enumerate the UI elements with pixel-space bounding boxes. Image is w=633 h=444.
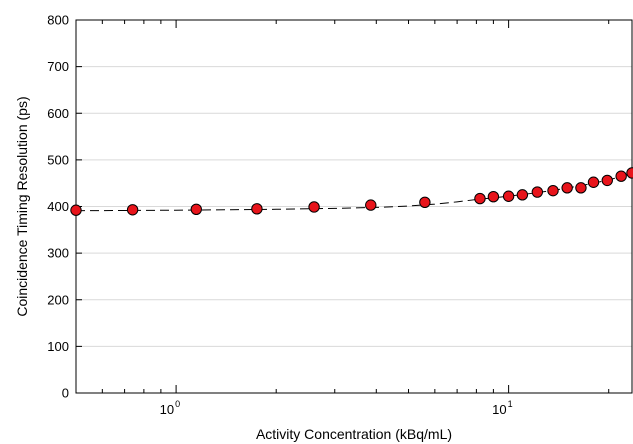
data-points xyxy=(71,168,633,216)
y-tick-label: 100 xyxy=(47,339,69,354)
x-tick-label: 10 0 xyxy=(160,399,180,417)
data-point xyxy=(420,197,430,207)
y-tick-label: 0 xyxy=(62,386,69,401)
data-point xyxy=(191,204,201,214)
y-tick-label: 600 xyxy=(47,106,69,121)
x-tick-label-base: 10 xyxy=(160,402,174,417)
y-axis-title: Coincidence Timing Resolution (ps) xyxy=(14,96,30,316)
data-point xyxy=(562,183,572,193)
x-axis: 10 0 10 1 xyxy=(76,20,609,417)
data-point xyxy=(576,183,586,193)
data-point xyxy=(71,205,81,215)
data-point xyxy=(532,187,542,197)
data-point xyxy=(488,192,498,202)
data-point xyxy=(588,177,598,187)
y-tick-label: 700 xyxy=(47,59,69,74)
x-tick-label-exponent: 1 xyxy=(508,399,513,409)
data-point xyxy=(366,200,376,210)
grid-lines xyxy=(76,67,632,347)
data-point xyxy=(627,168,633,178)
x-tick-label-base: 10 xyxy=(492,402,506,417)
data-point xyxy=(127,205,137,215)
y-tick-label: 500 xyxy=(47,152,69,167)
data-point xyxy=(602,175,612,185)
x-axis-title: Activity Concentration (kBq/mL) xyxy=(256,426,452,442)
data-point xyxy=(517,190,527,200)
x-tick-label: 10 1 xyxy=(492,399,512,417)
y-tick-label: 200 xyxy=(47,292,69,307)
x-tick-label-exponent: 0 xyxy=(175,399,180,409)
data-point xyxy=(616,171,626,181)
y-tick-label: 800 xyxy=(47,13,69,28)
y-tick-label: 400 xyxy=(47,199,69,214)
y-tick-label: 300 xyxy=(47,246,69,261)
data-point xyxy=(309,202,319,212)
data-point xyxy=(252,204,262,214)
data-point xyxy=(503,191,513,201)
data-point xyxy=(475,193,485,203)
data-point xyxy=(548,185,558,195)
